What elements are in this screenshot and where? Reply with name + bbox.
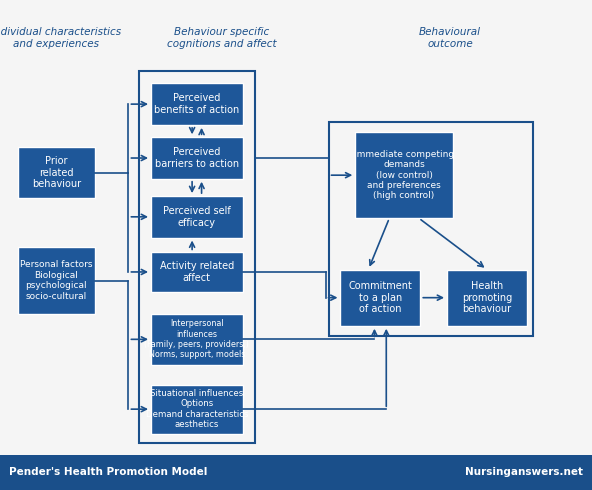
Text: Immediate competing
demands
(low control)
and preferences
(high control): Immediate competing demands (low control… xyxy=(354,150,454,200)
Text: Prior
related
behaviour: Prior related behaviour xyxy=(32,156,81,189)
FancyBboxPatch shape xyxy=(151,137,243,179)
FancyBboxPatch shape xyxy=(151,196,243,238)
Text: Health
promoting
behaviour: Health promoting behaviour xyxy=(462,281,512,314)
FancyBboxPatch shape xyxy=(340,270,420,326)
FancyBboxPatch shape xyxy=(0,455,592,490)
Text: Pender's Health Promotion Model: Pender's Health Promotion Model xyxy=(9,467,207,477)
FancyBboxPatch shape xyxy=(151,314,243,365)
FancyBboxPatch shape xyxy=(447,270,527,326)
Text: Personal factors
Biological
psychological
socio-cultural: Personal factors Biological psychologica… xyxy=(20,260,92,301)
FancyBboxPatch shape xyxy=(151,83,243,125)
Text: Perceived
barriers to action: Perceived barriers to action xyxy=(155,147,239,169)
Text: Behaviour specific
cognitions and affect: Behaviour specific cognitions and affect xyxy=(167,27,277,49)
Text: Perceived
benefits of action: Perceived benefits of action xyxy=(154,93,240,115)
Text: Individual characteristics
and experiences: Individual characteristics and experienc… xyxy=(0,27,121,49)
Text: Commitment
to a plan
of action: Commitment to a plan of action xyxy=(349,281,412,314)
FancyBboxPatch shape xyxy=(151,385,243,434)
FancyBboxPatch shape xyxy=(151,252,243,292)
FancyBboxPatch shape xyxy=(18,247,95,314)
Text: Situational influences
Options
Demand characteristics
aesthetics: Situational influences Options Demand ch… xyxy=(146,389,248,429)
FancyBboxPatch shape xyxy=(18,147,95,198)
Text: Perceived self
efficacy: Perceived self efficacy xyxy=(163,206,231,228)
Text: Behavioural
outcome: Behavioural outcome xyxy=(419,27,481,49)
FancyBboxPatch shape xyxy=(355,132,453,218)
Text: Interpersonal
influences
(Family, peers, providers,)
Norms, support, models: Interpersonal influences (Family, peers,… xyxy=(144,319,249,360)
Text: Nursinganswers.net: Nursinganswers.net xyxy=(465,467,583,477)
Text: Activity related
affect: Activity related affect xyxy=(160,261,234,283)
